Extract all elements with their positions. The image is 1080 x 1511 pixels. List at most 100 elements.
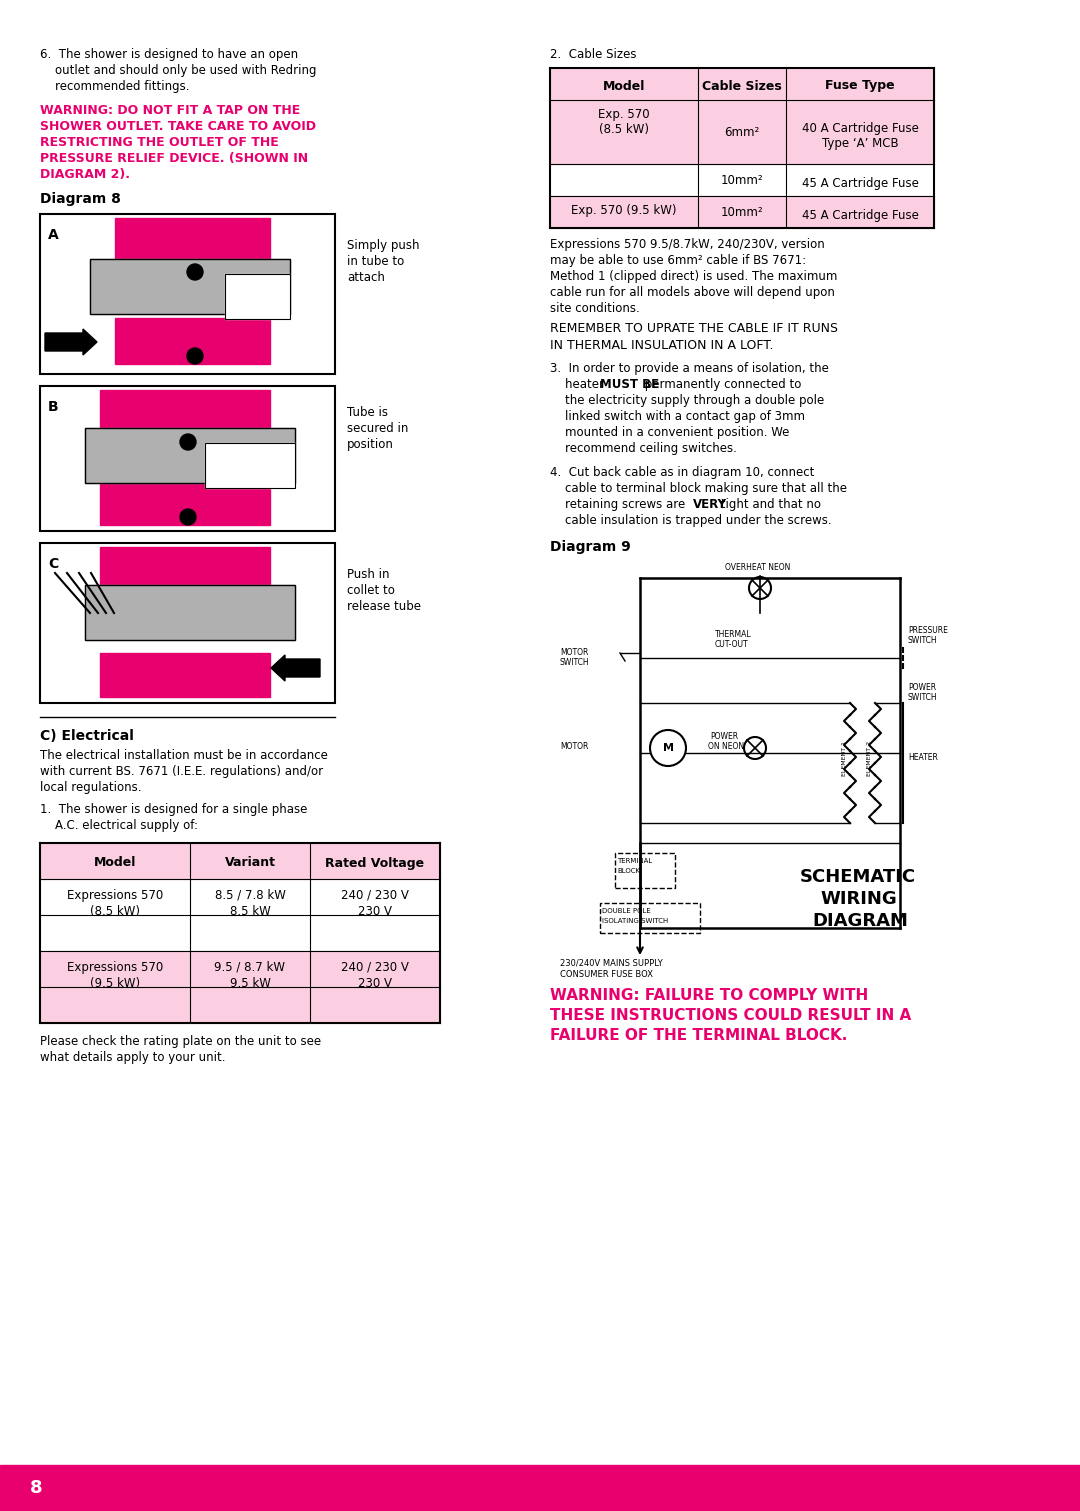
Bar <box>550 68 934 100</box>
Text: Push in: Push in <box>347 568 390 582</box>
Text: heater: heater <box>550 378 608 391</box>
Text: 10mm²: 10mm² <box>720 205 764 219</box>
Text: Expressions 570: Expressions 570 <box>67 888 163 902</box>
Text: FAILURE OF THE TERMINAL BLOCK.: FAILURE OF THE TERMINAL BLOCK. <box>550 1027 848 1043</box>
Text: Variant: Variant <box>225 857 275 869</box>
Text: POWER: POWER <box>908 683 936 692</box>
Text: Please check the rating plate on the unit to see: Please check the rating plate on the uni… <box>40 1035 321 1049</box>
Bar <box>40 950 440 1023</box>
Bar <box>40 542 335 703</box>
Text: 45 A Cartridge Fuse: 45 A Cartridge Fuse <box>801 177 918 190</box>
Text: Cable Sizes: Cable Sizes <box>702 80 782 92</box>
Text: WARNING: DO NOT FIT A TAP ON THE: WARNING: DO NOT FIT A TAP ON THE <box>40 104 300 116</box>
Text: with current BS. 7671 (I.E.E. regulations) and/or: with current BS. 7671 (I.E.E. regulation… <box>40 765 323 778</box>
Text: local regulations.: local regulations. <box>40 781 141 793</box>
Text: 230 V: 230 V <box>357 978 392 990</box>
Text: (9.5 kW): (9.5 kW) <box>90 978 140 990</box>
Text: POWER: POWER <box>710 731 738 740</box>
Text: cable run for all models above will depend upon: cable run for all models above will depe… <box>550 286 835 299</box>
Text: Exp. 570 (9.5 kW): Exp. 570 (9.5 kW) <box>571 204 677 218</box>
Text: secured in: secured in <box>347 422 408 435</box>
Text: 6.  The shower is designed to have an open: 6. The shower is designed to have an ope… <box>40 48 298 60</box>
Circle shape <box>187 348 203 364</box>
Text: the electricity supply through a double pole: the electricity supply through a double … <box>550 394 824 406</box>
Text: ON NEON: ON NEON <box>708 742 744 751</box>
Bar <box>85 585 295 641</box>
Text: WIRING: WIRING <box>820 890 896 908</box>
Text: Exp. 570: Exp. 570 <box>598 107 650 121</box>
Text: may be able to use 6mm² cable if BS 7671:: may be able to use 6mm² cable if BS 7671… <box>550 254 806 267</box>
Circle shape <box>650 730 686 766</box>
Text: Rated Voltage: Rated Voltage <box>325 857 424 869</box>
Text: PRESSURE RELIEF DEVICE. (SHOWN IN: PRESSURE RELIEF DEVICE. (SHOWN IN <box>40 153 308 165</box>
Text: 6mm²: 6mm² <box>725 125 759 139</box>
Text: B: B <box>48 400 58 414</box>
Text: Expressions 570 9.5/8.7kW, 240/230V, version: Expressions 570 9.5/8.7kW, 240/230V, ver… <box>550 239 825 251</box>
Text: 9.5 kW: 9.5 kW <box>230 978 270 990</box>
Text: collet to: collet to <box>347 583 395 597</box>
Text: MUST BE: MUST BE <box>600 378 659 391</box>
Text: outlet and should only be used with Redring: outlet and should only be used with Redr… <box>40 63 316 77</box>
Text: THESE INSTRUCTIONS COULD RESULT IN A: THESE INSTRUCTIONS COULD RESULT IN A <box>550 1008 912 1023</box>
Text: IN THERMAL INSULATION IN A LOFT.: IN THERMAL INSULATION IN A LOFT. <box>550 338 773 352</box>
Bar <box>205 443 295 488</box>
Text: ELEMENT 2: ELEMENT 2 <box>867 740 872 775</box>
Text: 240 / 230 V: 240 / 230 V <box>341 888 409 902</box>
Text: 3.  In order to provide a means of isolation, the: 3. In order to provide a means of isolat… <box>550 363 828 375</box>
Bar <box>550 100 934 165</box>
Text: in tube to: in tube to <box>347 255 404 267</box>
Text: DIAGRAM: DIAGRAM <box>812 913 908 929</box>
Text: (8.5 kW): (8.5 kW) <box>599 122 649 136</box>
Bar <box>114 218 270 264</box>
Text: ISOLATING SWITCH: ISOLATING SWITCH <box>602 919 669 925</box>
Text: CONSUMER FUSE BOX: CONSUMER FUSE BOX <box>561 970 653 979</box>
Text: 240 / 230 V: 240 / 230 V <box>341 961 409 975</box>
Text: WARNING: FAILURE TO COMPLY WITH: WARNING: FAILURE TO COMPLY WITH <box>550 988 868 1003</box>
Text: site conditions.: site conditions. <box>550 302 639 314</box>
Text: DOUBLE POLE: DOUBLE POLE <box>602 908 651 914</box>
Bar <box>100 653 270 697</box>
Bar <box>90 258 291 314</box>
Text: cable insulation is trapped under the screws.: cable insulation is trapped under the sc… <box>550 514 832 527</box>
Bar <box>100 390 270 434</box>
Text: M: M <box>662 743 674 752</box>
Text: PRESSURE: PRESSURE <box>908 626 948 635</box>
Text: VERY: VERY <box>693 499 727 511</box>
Text: retaining screws are: retaining screws are <box>550 499 689 511</box>
Bar <box>40 385 335 530</box>
Text: 8.5 kW: 8.5 kW <box>230 905 270 919</box>
Text: attach: attach <box>347 270 384 284</box>
Text: Fuse Type: Fuse Type <box>825 80 895 92</box>
Bar <box>0 1466 1080 1511</box>
Text: CUT-OUT: CUT-OUT <box>715 641 748 650</box>
Text: 2.  Cable Sizes: 2. Cable Sizes <box>550 48 636 60</box>
Bar <box>225 273 291 319</box>
Bar <box>205 443 295 488</box>
FancyArrow shape <box>45 329 97 355</box>
Text: (8.5 kW): (8.5 kW) <box>90 905 140 919</box>
Bar <box>100 480 270 524</box>
Text: SWITCH: SWITCH <box>908 636 937 645</box>
Bar <box>615 854 675 888</box>
Text: 8: 8 <box>29 1479 42 1497</box>
Text: Model: Model <box>603 80 645 92</box>
Text: Type ‘A’ MCB: Type ‘A’ MCB <box>822 138 899 150</box>
Text: RESTRICTING THE OUTLET OF THE: RESTRICTING THE OUTLET OF THE <box>40 136 279 150</box>
Text: MOTOR: MOTOR <box>561 648 589 657</box>
Text: SWITCH: SWITCH <box>561 657 590 666</box>
Text: 45 A Cartridge Fuse: 45 A Cartridge Fuse <box>801 210 918 222</box>
Bar <box>40 215 335 375</box>
Text: A.C. electrical supply of:: A.C. electrical supply of: <box>40 819 198 833</box>
Text: 1.  The shower is designed for a single phase: 1. The shower is designed for a single p… <box>40 802 308 816</box>
Text: Diagram 8: Diagram 8 <box>40 192 121 205</box>
Text: 230/240V MAINS SUPPLY: 230/240V MAINS SUPPLY <box>561 958 663 967</box>
Text: tight and that no: tight and that no <box>717 499 821 511</box>
Text: Model: Model <box>94 857 136 869</box>
Text: 4.  Cut back cable as in diagram 10, connect: 4. Cut back cable as in diagram 10, conn… <box>550 465 814 479</box>
Circle shape <box>180 509 195 524</box>
Text: OVERHEAT NEON: OVERHEAT NEON <box>725 564 791 573</box>
Circle shape <box>180 434 195 450</box>
Circle shape <box>187 264 203 280</box>
Text: what details apply to your unit.: what details apply to your unit. <box>40 1052 226 1064</box>
Bar <box>100 547 270 591</box>
